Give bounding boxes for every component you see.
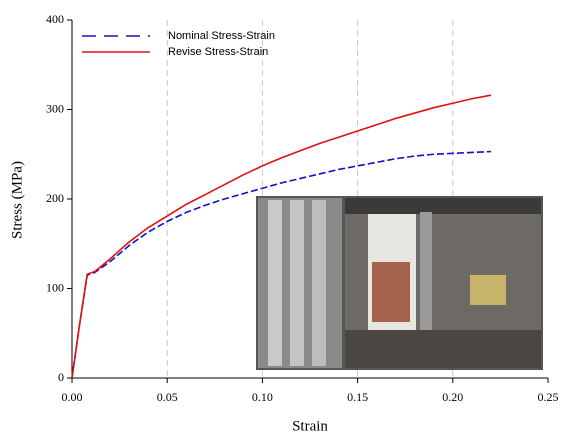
y-tick-label: 300 (46, 101, 64, 115)
legend-label: Revise Stress-Strain (168, 46, 268, 58)
y-tick-label: 400 (46, 12, 64, 26)
data-line (71, 150, 491, 379)
x-axis-label: Strain (292, 418, 328, 434)
x-tick-label: 0.20 (442, 390, 463, 404)
inset-photo (256, 196, 543, 370)
x-tick-label: 0.25 (538, 390, 559, 404)
x-tick-label: 0.10 (252, 390, 273, 404)
legend-label: Nominal Stress-Strain (168, 30, 275, 42)
y-tick-label: 0 (58, 370, 64, 384)
data-line (71, 94, 492, 379)
x-tick-label: 0.00 (62, 390, 83, 404)
x-tick-label: 0.15 (347, 390, 368, 404)
y-tick-label: 100 (46, 280, 64, 294)
y-tick-label: 200 (46, 191, 64, 205)
x-tick-label: 0.05 (157, 390, 178, 404)
y-axis-label: Stress (MPa) (9, 161, 25, 239)
